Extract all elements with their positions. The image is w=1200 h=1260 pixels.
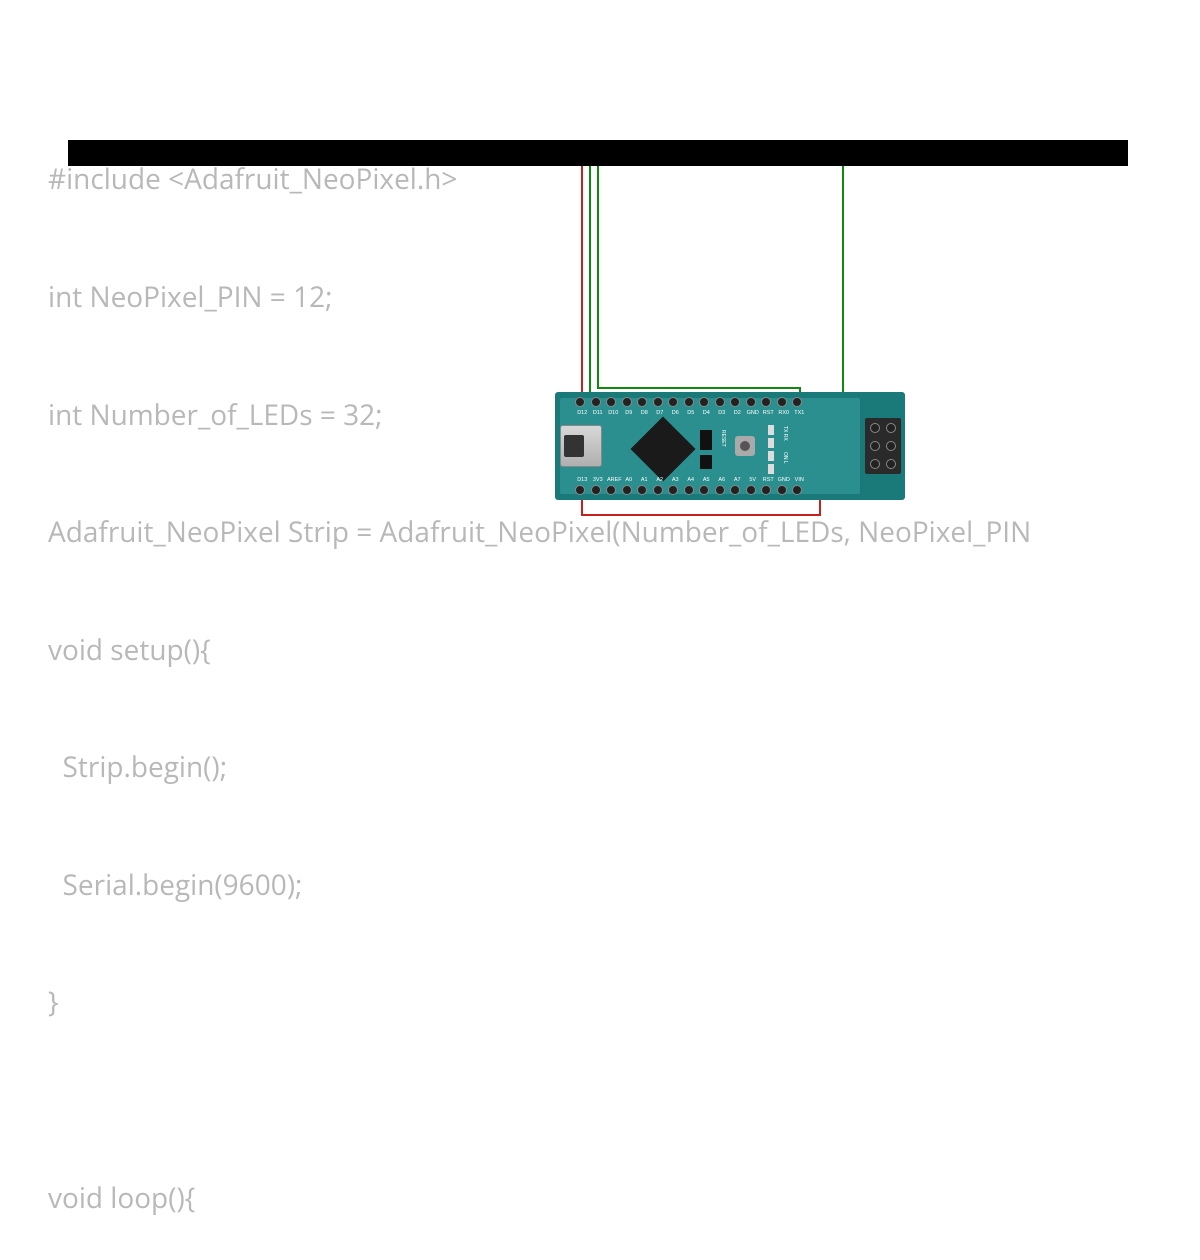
pin-hole: [637, 397, 647, 407]
code-line: #include <Adafruit_NeoPixel.h>: [48, 160, 1031, 199]
pin-hole: [792, 397, 802, 407]
usb-port-inner: [564, 435, 584, 457]
isp-pin: [870, 423, 880, 433]
pin-label: 5V: [747, 477, 760, 483]
isp-pin: [870, 441, 880, 451]
pin-hole: [777, 397, 787, 407]
pin-hole: [730, 397, 740, 407]
pin-hole: [622, 485, 632, 495]
pin-labels-bottom: D133V3AREFA0A1A2A3A4A5A6A75VRSTGNDVIN: [576, 477, 806, 483]
pin-hole: [653, 485, 663, 495]
pin-label: D3: [716, 410, 729, 416]
pin-hole: [715, 485, 725, 495]
code-line: void loop(){: [48, 1179, 1031, 1218]
status-led-icon: [768, 425, 774, 435]
pin-label: D4: [700, 410, 713, 416]
code-line: int NeoPixel_PIN = 12;: [48, 278, 1031, 317]
led-strip: [68, 140, 1128, 166]
code-line: Strip.begin();: [48, 748, 1031, 787]
pin-label: A5: [700, 477, 713, 483]
pin-hole: [715, 397, 725, 407]
pin-label: A4: [685, 477, 698, 483]
pin-hole: [684, 485, 694, 495]
isp-pin: [886, 441, 896, 451]
pin-label: D2: [731, 410, 744, 416]
pin-label: A7: [731, 477, 744, 483]
isp-pin: [886, 459, 896, 469]
pin-label: RST: [762, 477, 775, 483]
pins-top-row: [575, 397, 802, 407]
pin-hole: [792, 485, 802, 495]
code-line: Adafruit_NeoPixel Strip = Adafruit_NeoPi…: [48, 513, 1031, 552]
pin-hole: [699, 397, 709, 407]
pin-hole: [575, 485, 585, 495]
code-line: }: [48, 983, 1031, 1022]
pin-hole: [668, 397, 678, 407]
board-label: TX RX: [782, 426, 788, 441]
pin-hole: [653, 397, 663, 407]
pin-hole: [606, 397, 616, 407]
status-led-icon: [768, 464, 774, 474]
pin-label: GND: [778, 477, 791, 483]
pin-hole: [746, 397, 756, 407]
pin-hole: [606, 485, 616, 495]
pin-label: D9: [623, 410, 636, 416]
pin-label: GND: [747, 410, 760, 416]
reset-button-cap: [740, 441, 750, 451]
pin-hole: [591, 485, 601, 495]
pin-label: D8: [638, 410, 651, 416]
smd-chip-icon: [700, 430, 712, 450]
board-label: ON L: [782, 452, 788, 464]
pin-hole: [575, 397, 585, 407]
isp-pin: [886, 423, 896, 433]
pin-label: A2: [654, 477, 667, 483]
pin-label: AREF: [607, 477, 620, 483]
pin-hole: [622, 397, 632, 407]
pin-label: D6: [669, 410, 682, 416]
board-label: RESET: [720, 430, 726, 447]
pin-label: D5: [685, 410, 698, 416]
pin-label: D11: [592, 410, 605, 416]
pin-label: A1: [638, 477, 651, 483]
pin-hole: [761, 485, 771, 495]
pin-hole: [699, 485, 709, 495]
pin-labels-top: D12D11D10D9D8D7D6D5D4D3D2GNDRSTRX0TX1: [576, 410, 806, 416]
pin-hole: [668, 485, 678, 495]
pin-label: A0: [623, 477, 636, 483]
pin-hole: [761, 397, 771, 407]
pin-label: 3V3: [592, 477, 605, 483]
code-line: void setup(){: [48, 631, 1031, 670]
pin-hole: [777, 485, 787, 495]
pin-label: D10: [607, 410, 620, 416]
pin-label: RST: [762, 410, 775, 416]
code-line: Serial.begin(9600);: [48, 866, 1031, 905]
pin-label: TX1: [793, 410, 806, 416]
pin-hole: [684, 397, 694, 407]
pin-label: A3: [669, 477, 682, 483]
pin-label: VIN: [793, 477, 806, 483]
code-block: #include <Adafruit_NeoPixel.h> int NeoPi…: [48, 82, 1031, 1260]
status-led-icon: [768, 451, 774, 461]
isp-pin: [870, 459, 880, 469]
pin-label: A6: [716, 477, 729, 483]
pin-hole: [730, 485, 740, 495]
pin-label: D13: [576, 477, 589, 483]
pin-label: D12: [576, 410, 589, 416]
smd-chip-icon: [700, 455, 712, 469]
pin-label: D7: [654, 410, 667, 416]
pin-hole: [637, 485, 647, 495]
pin-label: RX0: [778, 410, 791, 416]
pins-bottom-row: [575, 485, 802, 495]
pin-hole: [746, 485, 756, 495]
status-led-icon: [768, 438, 774, 448]
pin-hole: [591, 397, 601, 407]
